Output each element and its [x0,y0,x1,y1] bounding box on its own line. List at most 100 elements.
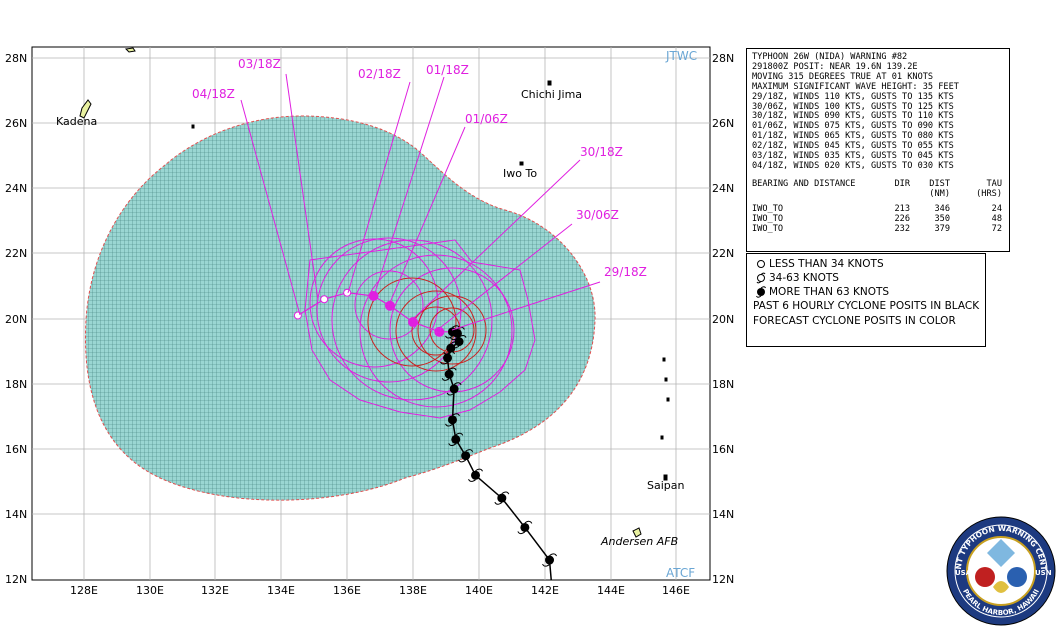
forecast-label-01-06z: 01/06Z [465,112,508,126]
place-chichi-jima: Chichi Jima [521,88,582,101]
svg-text:USN: USN [1035,569,1052,577]
bd-dist: 346 [934,203,950,214]
bd-header-tau-2: (HRS) [976,188,1002,199]
past-position-marker [443,353,453,363]
forecast-label-30-06z: 30/06Z [576,208,619,222]
svg-text:12N: 12N [5,573,27,586]
bd-name: IWO_TO [752,203,784,214]
legend-past-note: PAST 6 HOURLY CYCLONE POSITS IN BLACK [753,300,980,312]
svg-text:146E: 146E [662,584,690,597]
bd-tau: 72 [991,223,1002,234]
forecast-label-01-18z: 01/18Z [426,63,469,77]
place-saipan: Saipan [647,479,685,492]
svg-text:28N: 28N [712,52,734,65]
forecast-label-03-18z: 03/18Z [238,57,281,71]
past-position-arms [468,468,483,482]
forecast-label-29-18z: 29/18Z [604,265,647,279]
svg-text:144E: 144E [597,584,625,597]
warning-forecast-line: 04/18Z, WINDS 020 KTS, GUSTS TO 030 KTS [752,160,954,171]
svg-text:18N: 18N [5,378,27,391]
past-position-marker [444,369,454,379]
bd-tau: 24 [991,203,1002,214]
bd-name: IWO_TO [752,213,784,224]
svg-text:22N: 22N [712,247,734,260]
forecast-label-30-18z: 30/18Z [580,145,623,159]
wind-danger-area [84,115,596,501]
islands [79,47,670,538]
past-position-marker [461,451,471,461]
place-iwo-to: Iwo To [503,167,537,180]
bd-header-dir: DIR [894,178,910,189]
svg-text:16N: 16N [712,443,734,456]
place-kadena: Kadena [56,115,97,128]
warning-forecast-line: 02/18Z, WINDS 045 KTS, GUSTS TO 055 KTS [752,141,954,152]
svg-text:20N: 20N [712,313,734,326]
bd-dist: 350 [934,213,950,224]
svg-text:14N: 14N [5,508,27,521]
bd-header-dist-1: DIST [929,178,950,189]
svg-text:128E: 128E [70,584,98,597]
past-position-marker [446,343,456,353]
legend-forecast-note: FORECAST CYCLONE POSITS IN COLOR [753,315,956,327]
bd-dir: 232 [894,223,910,234]
bd-dir: 226 [894,213,910,224]
past-position-marker [447,415,457,425]
svg-text:18N: 18N [712,378,734,391]
svg-text:20N: 20N [5,313,27,326]
svg-text:132E: 132E [201,584,229,597]
svg-text:JOINT TYPHOON WARNING CENTER: JOINT TYPHOON WARNING CENTER [945,515,1057,517]
past-position-marker [497,493,507,503]
forecast-position-marker [368,290,379,301]
forecast-position-marker [320,295,329,304]
svg-text:26N: 26N [712,117,734,130]
past-position-arms [446,382,462,396]
svg-text:16N: 16N [5,443,27,456]
lat-labels-right: 28N 26N 24N 22N 20N 18N 16N 14N 12N [712,52,734,586]
bd-row: IWO_TO 213 346 24 [752,203,1004,215]
past-position-arms [448,432,464,447]
legend-box: LESS THAN 34 KNOTS 34-63 KNOTS MORE THAN… [746,253,986,347]
warning-info-box: TYPHOON 26W (NIDA) WARNING #82 291800Z P… [746,48,1010,252]
bd-header-name: BEARING AND DISTANCE [752,178,856,189]
bd-header-dist: DIST (NM) [910,178,950,200]
watermark-atcf: ATCF [666,566,695,580]
warning-title: TYPHOON 26W (NIDA) WARNING #82 [752,52,908,62]
bd-row: IWO_TO 232 379 72 [752,223,1004,235]
past-position-arms [445,413,460,427]
legend-34-63-label: 34-63 KNOTS [769,272,839,284]
warning-forecast-line: 01/18Z, WINDS 065 KTS, GUSTS TO 080 KTS [752,131,954,142]
tropical-storm-icon [753,272,769,284]
forecast-position-marker [293,311,302,320]
past-position-marker [449,384,459,394]
past-position-marker [520,522,530,532]
legend-more63-label: MORE THAN 63 KNOTS [769,286,890,298]
forecast-leader-lines [240,73,601,332]
svg-text:138E: 138E [399,584,427,597]
bd-dist: 379 [934,223,950,234]
svg-text:22N: 22N [5,247,27,260]
past-position-arms [542,553,557,567]
bd-row: IWO_TO 226 350 48 [752,213,1004,225]
open-circle-icon [753,259,769,269]
warning-wave-height: MAXIMUM SIGNIFICANT WAVE HEIGHT: 35 FEET [752,81,959,92]
svg-text:24N: 24N [712,182,734,195]
forecast-label-02-18z: 02/18Z [358,67,401,81]
bearing-distance-rows: IWO_TO 213 346 24 IWO_TO 226 350 48 IWO_… [752,203,1004,235]
place-andersen-afb: Andersen AFB [600,535,678,548]
forecast-position-marker [384,300,395,311]
svg-text:134E: 134E [267,584,295,597]
svg-text:USAF: USAF [955,569,976,577]
forecast-position-marker [343,288,352,297]
svg-text:24N: 24N [5,182,27,195]
warning-forecast-line: 30/18Z, WINDS 090 KTS, GUSTS TO 110 KTS [752,111,954,122]
legend-less34-label: LESS THAN 34 KNOTS [769,258,884,270]
lat-labels-left: 28N 26N 24N 22N 20N 18N 16N 14N 12N [5,52,27,586]
past-position-marker [471,470,481,480]
warning-forecast-line: 03/18Z, WINDS 035 KTS, GUSTS TO 045 KTS [752,151,954,162]
typhoon-icon [753,286,769,298]
bd-header-dist-2: (NM) [929,188,950,199]
bd-header-tau-1: TAU [986,178,1002,189]
bd-name: IWO_TO [752,223,784,234]
warning-forecast-line: 30/06Z, WINDS 100 KTS, GUSTS TO 125 KTS [752,101,954,112]
svg-text:28N: 28N [5,52,27,65]
